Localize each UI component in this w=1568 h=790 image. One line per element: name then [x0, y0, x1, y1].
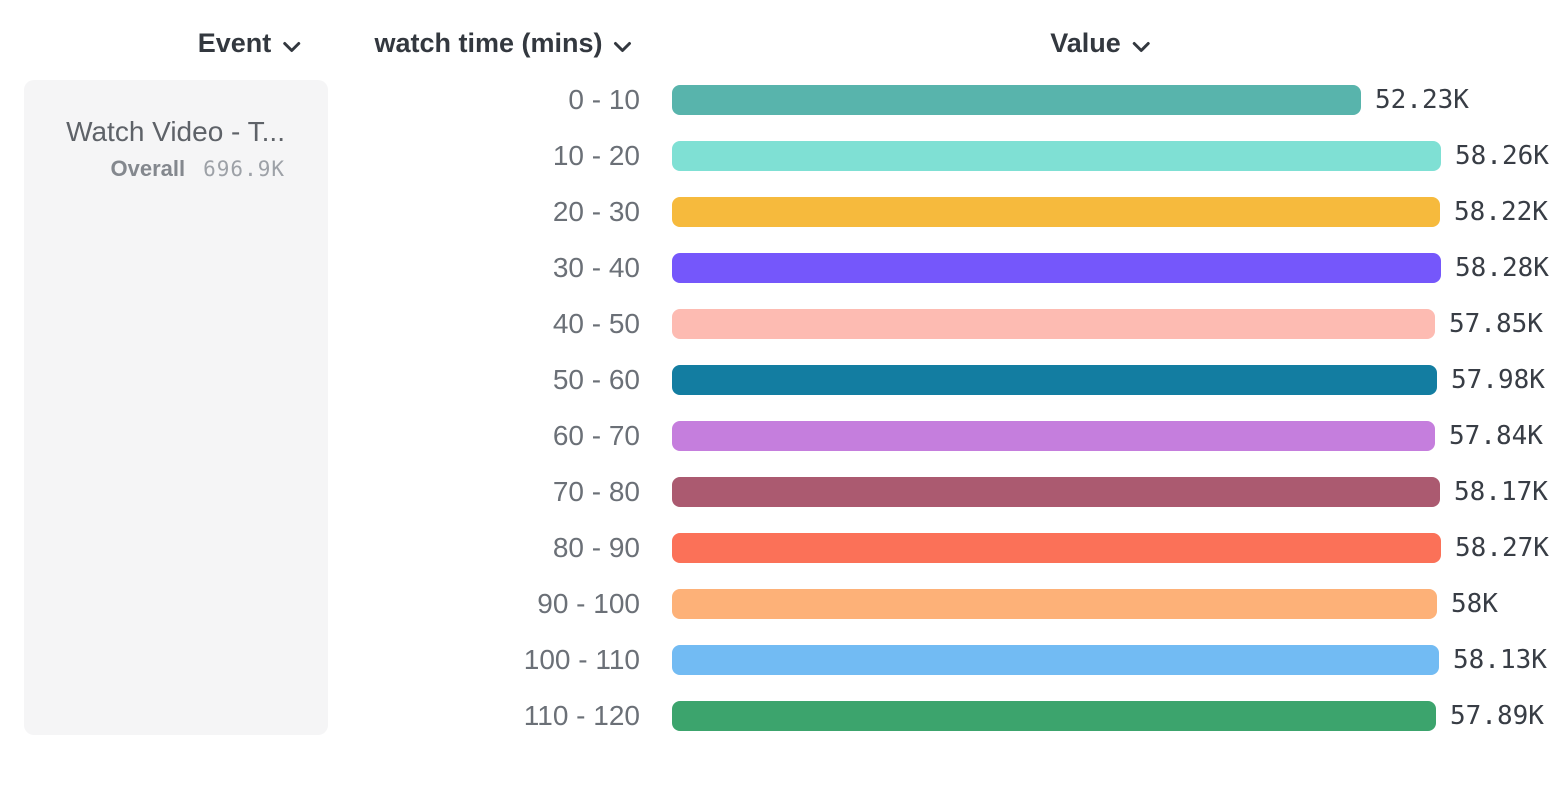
- value-label: 58.13K: [1453, 645, 1547, 675]
- chevron-down-icon: [282, 29, 300, 60]
- bar-row: 70 - 80 58.17K: [0, 464, 1568, 520]
- bar-segment[interactable]: [672, 645, 1439, 675]
- category-label: 20 - 30: [552, 196, 640, 227]
- category-label: 70 - 80: [552, 476, 640, 507]
- value-column-header-label: Value: [1050, 27, 1121, 58]
- bar-row: 10 - 20 58.26K: [0, 128, 1568, 184]
- bar-segment[interactable]: [672, 477, 1440, 507]
- bar-row: 40 - 50 57.85K: [0, 296, 1568, 352]
- event-overall-row: Overall 696.9K: [111, 156, 285, 182]
- bar-row: 30 - 40 58.28K: [0, 240, 1568, 296]
- category-label: 80 - 90: [552, 532, 640, 563]
- value-label: 58.26K: [1455, 141, 1549, 171]
- category-label: 100 - 110: [523, 644, 640, 675]
- category-label: 50 - 60: [552, 364, 640, 395]
- event-column-header-label: Event: [197, 27, 272, 58]
- event-column-header[interactable]: Event: [198, 26, 301, 60]
- bar-row: 90 - 100 58K: [0, 576, 1568, 632]
- category-label: 40 - 50: [552, 308, 640, 339]
- category-label: 60 - 70: [552, 420, 640, 451]
- value-label: 58.22K: [1454, 197, 1548, 227]
- bar-segment[interactable]: [672, 85, 1361, 115]
- event-title: Watch Video - T...: [66, 116, 285, 147]
- bar-row: 80 - 90 58.27K: [0, 520, 1568, 576]
- value-label: 58.17K: [1454, 477, 1548, 507]
- value-column-header[interactable]: Value: [1050, 26, 1150, 60]
- category-label: 30 - 40: [552, 252, 640, 283]
- value-label: 57.85K: [1449, 309, 1543, 339]
- value-label: 58.28K: [1455, 253, 1549, 283]
- category-label: 110 - 120: [523, 700, 640, 731]
- bar-segment[interactable]: [672, 533, 1441, 563]
- value-label: 57.84K: [1449, 421, 1543, 451]
- bar-row: 0 - 10 52.23K: [0, 72, 1568, 128]
- overall-label: Overall: [110, 156, 186, 181]
- bar-segment[interactable]: [672, 589, 1437, 619]
- breakdown-column-header-label: watch time (mins): [374, 27, 603, 58]
- value-label: 57.89K: [1450, 701, 1544, 731]
- event-card[interactable]: Watch Video - T... Overall 696.9K: [24, 80, 328, 735]
- category-label: 10 - 20: [552, 140, 640, 171]
- breakdown-column-header[interactable]: watch time (mins): [374, 26, 632, 60]
- category-label: 90 - 100: [537, 588, 640, 619]
- bar-segment[interactable]: [672, 197, 1440, 227]
- value-label: 52.23K: [1375, 85, 1469, 115]
- bar-segment[interactable]: [672, 701, 1436, 731]
- bar-row: 20 - 30 58.22K: [0, 184, 1568, 240]
- bar-segment[interactable]: [672, 309, 1435, 339]
- value-label: 58.27K: [1455, 533, 1549, 563]
- category-label: 0 - 10: [568, 84, 640, 115]
- chevron-down-icon: [1132, 29, 1150, 60]
- value-label: 57.98K: [1451, 365, 1545, 395]
- chevron-down-icon: [614, 29, 632, 60]
- bar-segment[interactable]: [672, 141, 1441, 171]
- bar-segment[interactable]: [672, 365, 1437, 395]
- bar-row: 60 - 70 57.84K: [0, 408, 1568, 464]
- overall-value: 696.9K: [203, 157, 285, 181]
- bar-segment[interactable]: [672, 253, 1441, 283]
- bar-row: 100 - 110 58.13K: [0, 632, 1568, 688]
- bar-row: 110 - 120 57.89K: [0, 688, 1568, 744]
- bar-segment[interactable]: [672, 421, 1435, 451]
- value-label: 58K: [1451, 589, 1498, 619]
- bar-row: 50 - 60 57.98K: [0, 352, 1568, 408]
